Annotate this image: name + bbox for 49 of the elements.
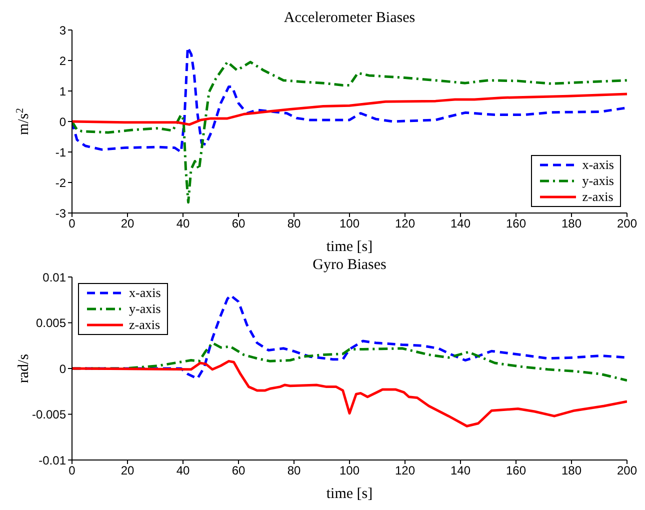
line-series bbox=[72, 360, 627, 428]
x-tick-label: 160 bbox=[506, 216, 526, 231]
legend-label: y-axis bbox=[582, 173, 614, 189]
x-tick-label: 40 bbox=[176, 216, 190, 231]
legend-label: z-axis bbox=[582, 189, 614, 205]
line-series bbox=[72, 60, 627, 204]
y-tick-label: 1 bbox=[59, 84, 66, 98]
y-tick-label: 0.005 bbox=[36, 316, 66, 330]
x-tick-label: 20 bbox=[120, 216, 134, 231]
chart-title: Gyro Biases bbox=[312, 257, 388, 274]
x-tick-label: 80 bbox=[287, 216, 301, 231]
line-series bbox=[72, 92, 627, 126]
x-tick-label: 140 bbox=[450, 216, 471, 231]
y-tick-label: 3 bbox=[59, 23, 66, 38]
y-tick-label: 0.01 bbox=[42, 270, 66, 284]
x-tick-label: 100 bbox=[339, 464, 360, 478]
x-tick-label: 60 bbox=[232, 216, 246, 231]
y-tick-label: -0.01 bbox=[38, 453, 66, 468]
y-tick-label: -2 bbox=[55, 176, 66, 190]
x-tick-label: 0 bbox=[68, 216, 76, 231]
x-tick-label: 180 bbox=[561, 464, 582, 478]
legend-label: x-axis bbox=[129, 285, 161, 301]
y-tick-label: 0 bbox=[59, 362, 66, 376]
x-tick-label: 160 bbox=[506, 464, 526, 478]
legend-label: x-axis bbox=[582, 157, 614, 173]
x-tick-label: 0 bbox=[68, 464, 76, 478]
legend-label: z-axis bbox=[129, 317, 160, 333]
x-tick-label: 120 bbox=[394, 464, 416, 478]
y-tick-label: -3 bbox=[55, 206, 66, 220]
x-tick-label: 140 bbox=[450, 464, 471, 478]
x-tick-label: 200 bbox=[616, 464, 638, 478]
legend-label: y-axis bbox=[129, 301, 161, 317]
y-axis-title: rad/s bbox=[16, 354, 32, 384]
y-tick-label: 2 bbox=[59, 54, 66, 68]
x-axis-title: time [s] bbox=[326, 486, 373, 502]
x-axis-title: time [s] bbox=[326, 239, 373, 255]
x-tick-label: 180 bbox=[561, 216, 582, 231]
chart-title: Accelerometer Biases bbox=[282, 10, 416, 27]
x-tick-label: 60 bbox=[232, 464, 246, 478]
x-tick-label: 40 bbox=[176, 464, 190, 478]
x-tick-label: 120 bbox=[394, 216, 416, 231]
x-tick-label: 80 bbox=[287, 464, 301, 478]
x-tick-label: 200 bbox=[616, 216, 638, 231]
line-series bbox=[72, 46, 627, 154]
y-tick-label: -0.005 bbox=[32, 408, 66, 422]
x-tick-label: 20 bbox=[120, 464, 134, 478]
y-tick-label: 0 bbox=[59, 114, 66, 129]
x-tick-label: 100 bbox=[339, 216, 360, 231]
y-tick-label: -1 bbox=[55, 145, 66, 160]
